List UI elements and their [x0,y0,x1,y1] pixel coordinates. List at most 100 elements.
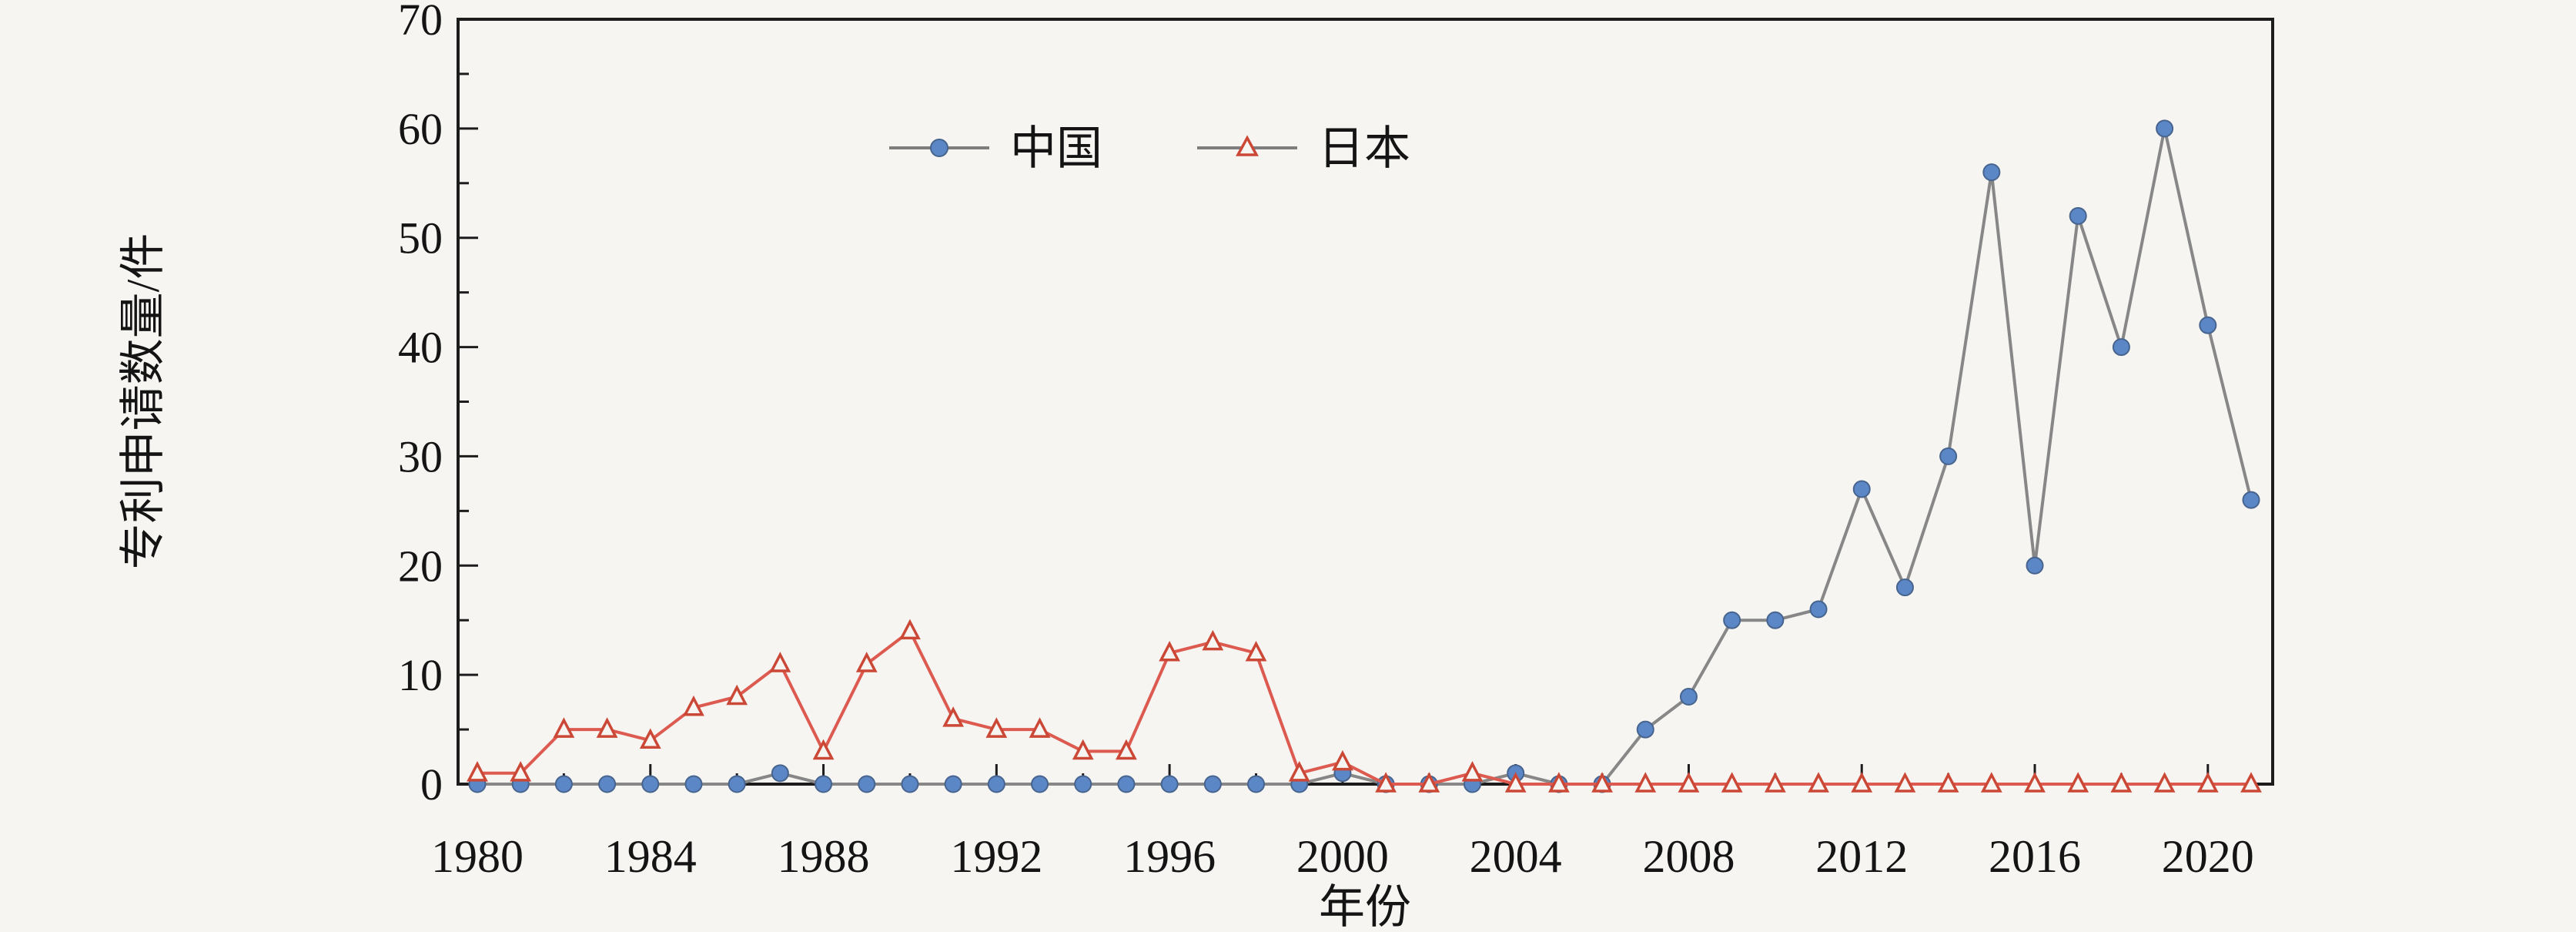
y-tick-label: 20 [398,541,443,591]
japan-marker [726,684,748,706]
japan-marker [1461,761,1484,782]
japan-marker [467,761,488,782]
china-marker [858,775,876,793]
japan-marker [1851,772,1873,793]
japan-marker [1418,772,1440,793]
china-marker [1809,600,1828,619]
china-marker [728,775,746,793]
japan-marker [1029,717,1051,738]
japan-marker [1116,739,1137,760]
japan-marker [1504,772,1527,793]
y-tick-label: 50 [398,213,443,263]
japan-marker [1678,772,1700,793]
y-tick-label: 10 [398,650,443,700]
x-tick-label: 1980 [431,831,524,882]
x-tick-label: 2020 [2162,831,2254,882]
japan-marker [1375,772,1397,793]
japan-triangle-marker-icon [1236,135,1259,156]
japan-marker [553,717,575,738]
japan-marker [1072,739,1094,760]
japan-marker [2110,772,2133,793]
china-marker [1203,775,1222,793]
legend-label-japan: 日本 [1318,123,1410,174]
china-marker [815,775,833,793]
china-marker [1766,611,1785,629]
japan-marker [1894,772,1916,793]
japan-marker [985,717,1008,738]
japan-marker [855,652,878,672]
x-tick-label: 1992 [950,831,1042,882]
y-tick-label: 70 [398,0,443,45]
japan-marker [1980,772,2002,793]
china-marker [1074,775,1092,793]
japan-marker [1591,772,1613,793]
china-marker [684,775,703,793]
x-tick-label: 2016 [1989,831,2081,882]
x-axis-title: 年份 [1319,882,1411,932]
legend-item-china: 中国 [889,123,1102,174]
china-marker [1031,775,1049,793]
china-marker [2199,316,2217,334]
china-marker [2026,556,2044,575]
japan-marker [1721,772,1743,793]
japan-marker [510,761,532,782]
japan-marker [1332,749,1353,771]
japan-marker [1288,761,1310,782]
japan-marker [1245,640,1267,662]
japan-marker [1202,629,1224,651]
china-marker [1247,775,1266,793]
japan-marker [2153,772,2176,793]
japan-marker [1547,772,1570,793]
y-tick-label: 60 [398,104,443,154]
legend-label-china: 中国 [1010,123,1102,174]
axis-ticks [458,72,2210,784]
japan-marker [1937,772,1959,793]
china-series-line [477,126,2253,786]
japan-marker [1764,772,1786,793]
x-tick-label: 2008 [1642,831,1735,882]
china-marker [598,775,617,793]
china-marker [554,775,573,793]
x-tick-label: 1984 [604,831,697,882]
japan-marker [683,695,704,716]
x-tick-label: 2004 [1470,831,1562,882]
japan-marker [2067,772,2089,793]
y-axis-title: 专利申请数量/件 [118,233,169,570]
x-tick-label: 2000 [1296,831,1389,882]
legend: 中国 日本 [889,123,1410,174]
china-marker [1895,578,1914,597]
china-marker [2242,491,2260,509]
japan-marker [1634,772,1657,793]
japan-marker [2024,772,2046,793]
japan-marker [596,717,618,738]
data-series [467,119,2262,793]
china-marker [1160,775,1179,793]
china-marker [1636,720,1654,739]
legend-item-japan: 日本 [1197,123,1410,174]
japan-marker [769,652,791,672]
china-marker [901,775,919,793]
china-marker [1117,775,1136,793]
y-tick-label: 30 [398,431,443,481]
japan-marker [639,728,661,749]
china-marker [1852,480,1871,498]
china-marker [944,775,962,793]
china-marker [1723,611,1741,629]
japan-marker [812,739,835,760]
x-tick-label: 1996 [1123,831,1216,882]
japan-marker [1159,640,1181,662]
china-marker [2069,206,2087,225]
japan-marker [2196,772,2219,793]
china-marker [2156,119,2174,138]
japan-marker [2240,772,2262,793]
x-tick-label: 1988 [778,831,870,882]
china-marker [987,775,1005,793]
japan-marker [899,619,921,640]
china-marker [2112,338,2130,357]
japan-marker [942,706,965,727]
japan-series-line [477,629,2251,786]
china-circle-marker-icon [930,139,948,157]
china-marker [1679,688,1698,706]
